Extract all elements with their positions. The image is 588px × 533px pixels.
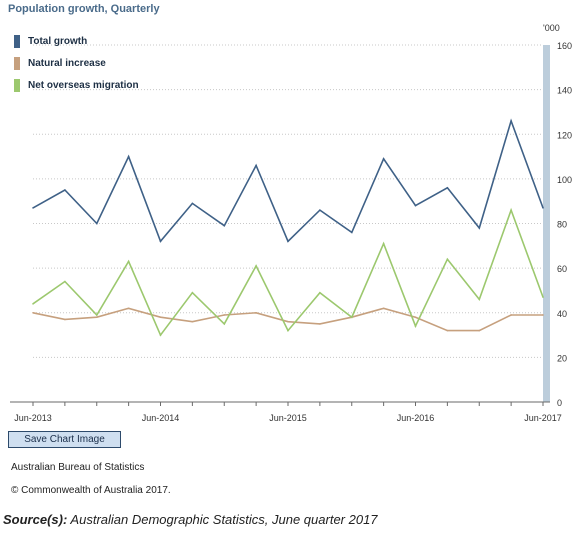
y-tick-label: 60 <box>557 264 567 274</box>
data-point <box>287 329 289 332</box>
save-chart-image-button[interactable]: Save Chart Image <box>8 431 121 448</box>
data-point <box>191 202 194 205</box>
data-point <box>350 231 353 234</box>
source-text: Australian Demographic Statistics, June … <box>67 512 378 527</box>
y-tick-label: 0 <box>557 398 562 408</box>
data-point <box>446 258 449 261</box>
data-point <box>255 164 257 167</box>
legend-item: Total growth <box>14 34 87 48</box>
data-point <box>191 291 194 294</box>
data-point <box>382 157 385 160</box>
legend-item: Natural increase <box>14 56 106 70</box>
legend-label: Total growth <box>28 35 88 47</box>
y-tick-label: 140 <box>557 86 572 96</box>
data-point <box>510 120 512 122</box>
data-point <box>191 320 194 323</box>
y-tick-label: 80 <box>557 220 567 230</box>
y-axis-bar <box>543 45 550 402</box>
data-point <box>32 303 34 305</box>
data-point <box>382 242 385 245</box>
chart-title: Population growth, Quarterly <box>8 3 160 15</box>
series-line-2 <box>32 207 544 337</box>
legend-swatch <box>14 56 20 70</box>
y-tick-label: 40 <box>557 309 567 319</box>
series-line-1 <box>32 307 543 332</box>
y-tick-label: 160 <box>557 41 572 51</box>
data-point <box>159 316 162 319</box>
chart-plot: 0 20 40 60 80 100 120 140 160 '000 Jun-2013 Jun-201… <box>10 23 572 423</box>
source-organisation: Australian Bureau of Statistics <box>11 462 145 473</box>
data-point <box>95 316 98 319</box>
data-point <box>446 329 449 332</box>
data-point <box>64 280 66 283</box>
data-point <box>95 222 98 225</box>
data-point <box>542 207 544 209</box>
data-point <box>32 311 34 314</box>
legend-swatch <box>14 34 20 48</box>
x-tick-label: Jun-2016 <box>397 413 435 423</box>
source-citation: Source(s): Australian Demographic Statis… <box>3 512 378 527</box>
data-point <box>478 298 481 301</box>
x-tick-label: Jun-2014 <box>142 413 180 423</box>
data-point <box>319 323 321 325</box>
data-point <box>478 329 481 332</box>
x-tick-label: Jun-2017 <box>524 413 562 423</box>
data-point <box>542 314 544 316</box>
data-point <box>127 307 130 310</box>
data-point <box>382 307 385 310</box>
data-point <box>127 260 130 263</box>
data-point <box>223 314 226 316</box>
data-point <box>414 316 417 319</box>
data-point <box>287 240 289 243</box>
legend-swatch <box>14 78 20 92</box>
data-point <box>510 209 512 211</box>
data-point <box>542 296 544 298</box>
source-label: Source(s): <box>3 512 68 527</box>
data-point <box>255 311 257 314</box>
data-point <box>223 224 226 227</box>
legend-item: Net overseas migration <box>14 78 139 92</box>
y-tick-label: 20 <box>557 353 567 363</box>
copyright-notice: © Commonwealth of Australia 2017. <box>11 485 171 496</box>
legend-label: Net overseas migration <box>28 79 139 91</box>
data-point <box>95 314 98 316</box>
data-point <box>159 240 162 243</box>
data-point <box>510 314 512 316</box>
legend-label: Natural increase <box>28 57 106 69</box>
data-point <box>64 318 66 321</box>
data-point <box>350 316 353 319</box>
data-point <box>127 155 130 158</box>
x-tick-label: Jun-2013 <box>14 413 52 423</box>
data-point <box>287 320 289 323</box>
data-point <box>64 189 66 191</box>
data-point <box>319 209 321 211</box>
y-tick-label: 120 <box>557 130 572 140</box>
data-point <box>414 325 417 327</box>
data-point <box>159 334 162 336</box>
data-point <box>414 204 417 207</box>
y-tick-label: 100 <box>557 175 572 185</box>
data-point <box>319 291 321 294</box>
data-point <box>223 323 226 325</box>
data-point <box>32 207 34 209</box>
data-point <box>255 265 257 267</box>
y-unit-label: '000 <box>543 23 560 33</box>
x-tick-label: Jun-2015 <box>269 413 307 423</box>
data-point <box>478 227 481 229</box>
data-point <box>446 187 449 189</box>
